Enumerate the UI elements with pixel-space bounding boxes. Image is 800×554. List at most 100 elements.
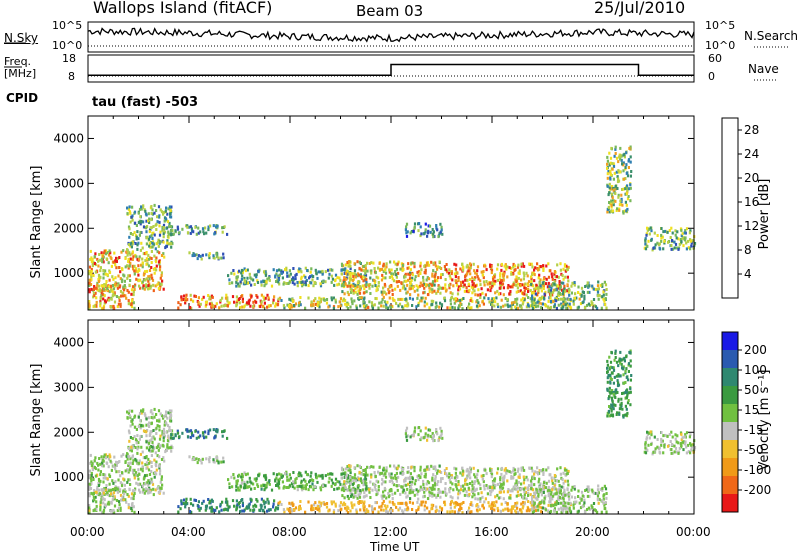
power-cell <box>439 291 442 295</box>
velocity-cell <box>248 485 251 489</box>
velocity-cell <box>250 481 253 485</box>
velocity-cell <box>382 499 385 503</box>
power-cell <box>558 283 561 287</box>
velocity-cell <box>559 472 562 476</box>
power-cell <box>346 290 349 294</box>
power-cell <box>92 288 95 291</box>
power-cell <box>396 284 399 288</box>
power-cell <box>308 280 312 284</box>
velocity-cell <box>370 475 373 479</box>
power-cell <box>360 296 363 300</box>
velocity-cell <box>356 464 359 468</box>
power-cell <box>624 187 627 191</box>
velocity-cell <box>321 475 324 479</box>
power-cell <box>481 291 484 295</box>
velocity-cell <box>566 479 569 483</box>
power-cell <box>537 290 540 294</box>
power-cell <box>119 304 122 308</box>
power-cell <box>183 294 186 298</box>
power-cell <box>629 174 632 178</box>
velocity-cell <box>546 489 549 493</box>
velocity-cell <box>464 479 467 483</box>
velocity-cell <box>555 510 558 514</box>
velocity-cell <box>300 485 303 488</box>
power-cell <box>609 169 612 173</box>
power-cell <box>531 294 534 298</box>
power-cell <box>530 277 533 281</box>
velocity-cell <box>436 469 440 473</box>
power-cell <box>215 252 218 256</box>
power-cell <box>293 282 296 286</box>
velocity-cell <box>491 501 494 505</box>
velocity-cell <box>93 489 96 492</box>
velocity-cell <box>519 508 522 512</box>
power-cell <box>201 297 204 301</box>
power-cell <box>158 233 162 237</box>
velocity-cell <box>561 496 565 500</box>
power-cell <box>439 222 442 226</box>
velocity-cell <box>260 506 263 510</box>
velocity-cell <box>139 419 142 423</box>
velocity-cell <box>329 472 332 476</box>
velocity-cell <box>499 487 502 491</box>
power-cell <box>499 277 502 281</box>
velocity-cell <box>549 473 552 477</box>
power-cell <box>417 303 420 307</box>
power-cell <box>148 274 151 278</box>
power-cell <box>510 266 513 270</box>
velocity-cell <box>346 505 349 509</box>
power-cell <box>90 256 93 260</box>
power-cell <box>434 261 437 265</box>
power-cell <box>557 275 560 279</box>
velocity-cell <box>193 498 196 502</box>
power-cell <box>170 205 173 209</box>
power-cell <box>278 273 281 277</box>
velocity-cell <box>502 478 505 482</box>
velocity-cell <box>127 506 130 510</box>
power-cell <box>597 294 600 298</box>
power-cell <box>422 291 425 295</box>
lines-layer <box>4 27 790 81</box>
power-cell <box>540 296 543 300</box>
power-cell <box>505 267 508 271</box>
power-cell <box>603 280 606 284</box>
power-cell <box>381 292 384 296</box>
power-cell <box>380 304 383 308</box>
power-cell <box>558 287 561 291</box>
velocity-cell <box>502 490 505 494</box>
velocity-cell <box>347 468 350 472</box>
power-cell <box>265 280 268 284</box>
power-cell <box>373 281 376 285</box>
velocity-cell <box>509 489 512 493</box>
power-cell <box>395 280 399 284</box>
velocity-cell <box>397 475 400 479</box>
velocity-cell <box>411 477 414 481</box>
power-cell <box>382 286 385 290</box>
power-cell <box>585 284 588 288</box>
velocity-cell <box>340 472 343 476</box>
velocity-cell <box>405 495 408 499</box>
velocity-cell <box>308 484 312 488</box>
power-cell <box>524 282 527 286</box>
velocity-cell <box>107 465 110 469</box>
velocity-cell <box>499 478 502 481</box>
velocity-cell <box>263 502 266 506</box>
velocity-cell <box>420 500 423 504</box>
power-cell <box>314 302 318 306</box>
power-cell <box>131 242 134 246</box>
velocity-cell <box>471 487 474 491</box>
power-cell <box>367 306 370 309</box>
power-cell <box>148 235 152 239</box>
power-cell <box>118 296 121 300</box>
power-cell <box>109 288 113 292</box>
power-cell <box>563 284 566 288</box>
velocity-cell <box>310 471 313 475</box>
power-cell <box>93 255 96 259</box>
power-cell <box>469 262 472 266</box>
power-cell <box>141 257 144 261</box>
velocity-cell <box>388 500 391 504</box>
velocity-cell <box>399 492 402 496</box>
power-cell <box>597 287 600 291</box>
velocity-cell <box>119 508 122 512</box>
velocity-cell <box>109 488 113 492</box>
